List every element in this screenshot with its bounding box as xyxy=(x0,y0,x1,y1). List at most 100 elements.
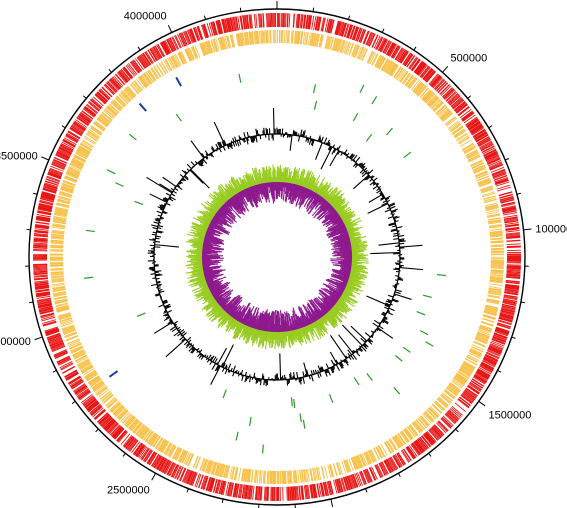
cds-forward-mark xyxy=(262,13,265,28)
cds-reverse-mark xyxy=(299,31,303,45)
cds-reverse-mark xyxy=(89,377,101,386)
cds-forward-mark xyxy=(162,41,170,54)
cds-forward-mark xyxy=(399,50,409,64)
cds-forward-mark xyxy=(112,76,123,88)
gc-skew-positive-mark xyxy=(333,198,346,209)
gc-skew-positive-mark xyxy=(229,317,234,323)
cds-forward-mark xyxy=(62,366,76,374)
cds-reverse-mark xyxy=(458,136,470,145)
cds-forward-mark xyxy=(69,127,83,136)
cds-reverse-mark xyxy=(415,419,425,431)
cds-reverse-mark xyxy=(64,332,77,338)
cds-forward-mark xyxy=(463,114,476,124)
cds-forward-mark xyxy=(174,465,181,479)
cds-forward-mark xyxy=(366,468,373,482)
gc-skew-positive-mark xyxy=(348,279,366,286)
cds-reverse-mark xyxy=(479,324,493,330)
cds-forward-mark xyxy=(188,471,195,485)
cds-forward-mark xyxy=(437,420,449,432)
cds-forward-mark xyxy=(452,98,464,109)
cds-reverse-mark xyxy=(169,445,177,458)
cds-forward-mark xyxy=(94,410,106,421)
gc-content-mark xyxy=(325,363,330,369)
gc-skew-positive-mark xyxy=(258,329,261,335)
gc-content-mark xyxy=(352,162,357,167)
cds-forward-mark xyxy=(218,19,223,34)
cds-forward-mark xyxy=(382,40,391,54)
gc-content-mark xyxy=(320,146,333,170)
gc-content-mark xyxy=(382,311,387,315)
cds-reverse-mark xyxy=(261,30,264,44)
cds-forward-mark xyxy=(410,58,420,71)
cds-reverse-mark xyxy=(55,207,69,211)
gc-skew-positive-mark xyxy=(304,177,311,188)
gc-skew-positive-mark xyxy=(223,315,232,326)
cds-reverse-mark xyxy=(50,245,64,248)
cds-forward-mark xyxy=(431,76,442,88)
cds-reverse-mark xyxy=(103,110,114,120)
gc-skew-positive-mark xyxy=(336,201,350,213)
gc-content-mark xyxy=(395,289,402,293)
cds-forward-mark xyxy=(203,476,209,490)
cds-forward-mark xyxy=(42,321,57,327)
cds-forward-mark xyxy=(304,485,308,500)
cds-forward-mark xyxy=(98,414,110,425)
cds-reverse-mark xyxy=(87,375,100,384)
cds-reverse-mark xyxy=(385,440,394,453)
cds-forward-mark xyxy=(84,398,96,408)
cds-forward-mark xyxy=(469,123,482,133)
gc-skew-positive-mark xyxy=(347,282,361,289)
cds-forward-mark xyxy=(128,439,139,452)
cds-reverse-mark xyxy=(471,162,484,169)
cds-forward-mark xyxy=(204,23,210,38)
gc-skew-positive-mark xyxy=(350,239,362,243)
cds-forward-mark xyxy=(336,21,342,36)
gc-content-mark xyxy=(373,177,378,182)
cds-forward-mark xyxy=(505,281,520,285)
gc-skew-positive-mark xyxy=(226,317,235,329)
cds-forward-mark xyxy=(162,41,170,55)
cds-forward-mark xyxy=(171,464,179,478)
cds-forward-mark xyxy=(42,319,56,324)
cds-reverse-mark xyxy=(139,427,149,439)
cds-reverse-mark xyxy=(490,265,504,268)
gc-content-mark xyxy=(229,143,233,150)
cds-forward-mark xyxy=(499,194,514,199)
cds-reverse-mark xyxy=(441,111,452,121)
gc-skew-positive-mark xyxy=(193,288,210,297)
cds-reverse-mark xyxy=(148,69,157,81)
cds-forward-track xyxy=(32,12,522,502)
green-feature-mark xyxy=(402,346,411,353)
gc-content-mark xyxy=(290,372,292,380)
cds-forward-mark xyxy=(506,236,521,239)
cds-forward-mark xyxy=(61,141,75,149)
gc-content-mark xyxy=(163,316,171,322)
cds-forward-mark xyxy=(224,18,229,33)
cds-forward-mark xyxy=(33,266,48,269)
cds-reverse-mark xyxy=(260,30,263,44)
cds-reverse-mark xyxy=(457,371,469,380)
gc-skew-positive-mark xyxy=(323,188,332,199)
blue-feature-mark xyxy=(138,102,147,112)
cds-reverse-mark xyxy=(330,464,335,477)
cds-forward-mark xyxy=(465,116,478,126)
cds-forward-mark xyxy=(56,152,70,160)
gc-skew-positive-mark xyxy=(332,199,343,208)
cds-reverse-mark xyxy=(300,31,304,45)
cds-forward-mark xyxy=(48,338,63,345)
cds-reverse-mark xyxy=(481,317,495,323)
gc-skew-positive-mark xyxy=(317,185,324,195)
cds-reverse-mark xyxy=(213,38,219,52)
cds-reverse-mark xyxy=(490,269,504,272)
cds-reverse-mark xyxy=(490,247,504,250)
gc-content-mark xyxy=(360,163,364,167)
cds-reverse-mark xyxy=(202,459,208,472)
gc-skew-positive-mark xyxy=(348,231,360,236)
gc-skew-positive-mark xyxy=(267,331,270,343)
cds-forward-mark xyxy=(81,395,94,405)
cds-forward-mark xyxy=(365,469,372,483)
cds-forward-mark xyxy=(482,359,496,367)
cds-forward-mark xyxy=(367,32,375,47)
gc-skew-positive-mark xyxy=(316,320,322,329)
cds-forward-mark xyxy=(234,16,238,31)
